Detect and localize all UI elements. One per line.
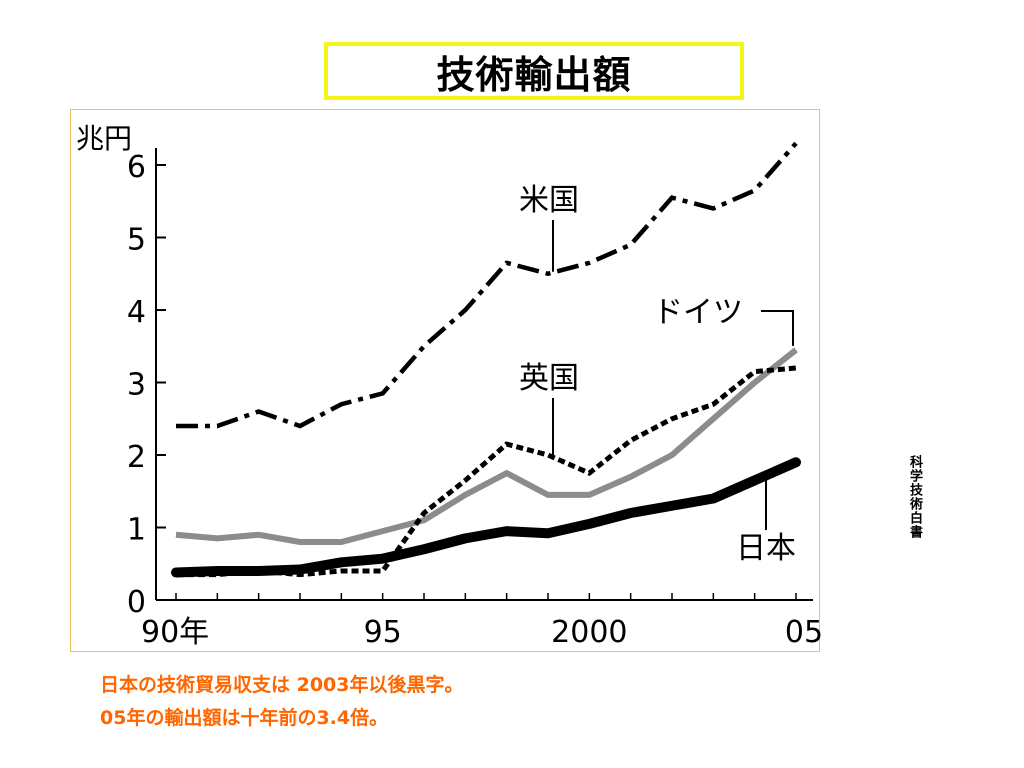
series-line-米国 bbox=[176, 141, 798, 429]
series-label-uk: 英国 bbox=[519, 361, 579, 396]
slide-title-box: 技術輸出額 bbox=[324, 42, 744, 100]
y-tick-label: 3 bbox=[127, 368, 146, 403]
y-tick-label: 4 bbox=[127, 295, 146, 330]
x-tick-label: 2000 bbox=[551, 615, 627, 650]
series-label-germany: ドイツ bbox=[653, 295, 743, 330]
y-tick-label: 5 bbox=[127, 223, 146, 258]
y-axis-label: 兆円 bbox=[76, 122, 132, 155]
series-line-ドイツ bbox=[175, 347, 798, 545]
slide-title: 技術輸出額 bbox=[436, 52, 632, 97]
x-tick-label: 95 bbox=[364, 615, 402, 650]
x-tick-label: 05 bbox=[785, 615, 821, 650]
chart-frame: 0 1 2 3 4 5 6 兆円 90年 95 2000 05 米国ドイツ英国日本 bbox=[70, 109, 821, 652]
y-tick-label: 0 bbox=[127, 585, 146, 620]
y-tick-label: 1 bbox=[127, 513, 146, 548]
y-tick-label: 6 bbox=[127, 150, 146, 185]
caption-line-2: 05年の輸出額は十年前の3.4倍。 bbox=[100, 707, 389, 729]
series-line-日本 bbox=[171, 457, 801, 578]
y-tick-label: 2 bbox=[127, 440, 146, 475]
series-line-英国 bbox=[176, 365, 797, 578]
source-label: 科学技術白書 bbox=[907, 455, 922, 539]
series-label-japan: 日本 bbox=[736, 531, 796, 566]
series-label-us: 米国 bbox=[519, 183, 579, 218]
caption-line-1: 日本の技術貿易収支は 2003年以後黒字。 bbox=[100, 674, 464, 696]
leader-line-germany bbox=[761, 310, 794, 346]
x-tick-label: 90年 bbox=[141, 615, 209, 650]
